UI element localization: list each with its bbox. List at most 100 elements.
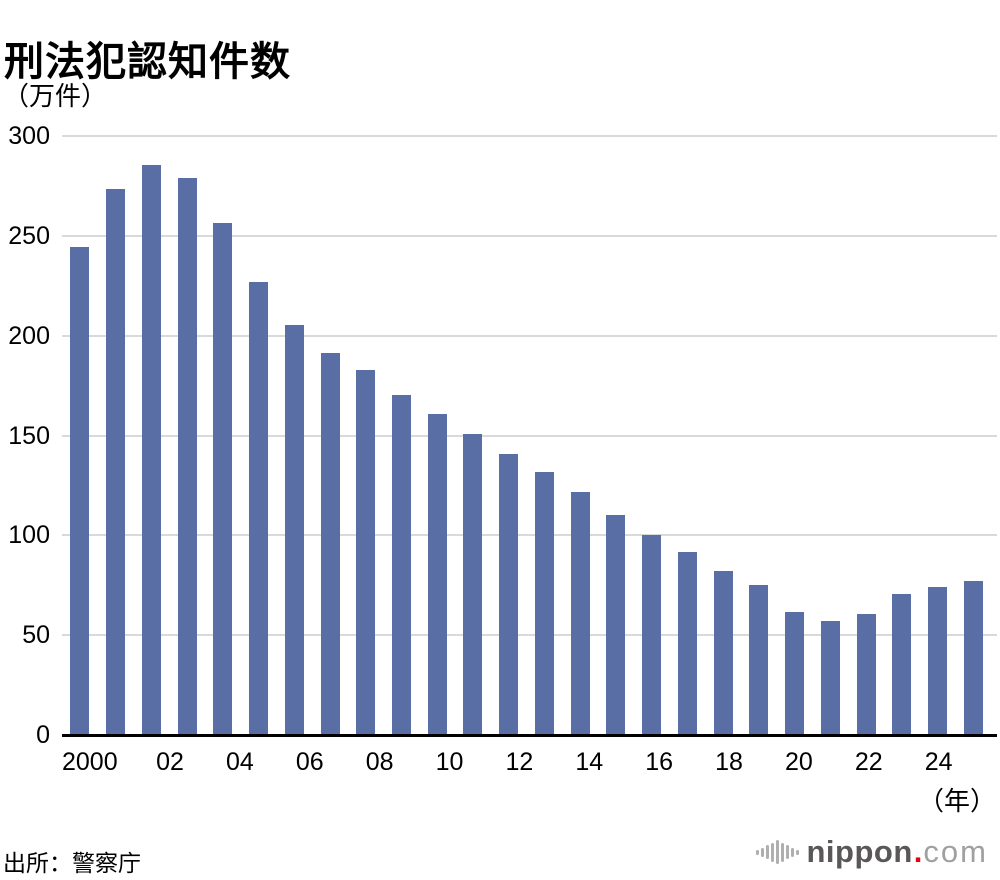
gridline-50 (62, 634, 997, 637)
bar-2012 (499, 454, 519, 734)
bar-2017 (677, 551, 697, 734)
bar-slot-2018 (705, 136, 741, 734)
bar-2003 (177, 177, 197, 734)
x-tick-empty (188, 748, 223, 776)
x-tick-empty (118, 748, 153, 776)
bar-2013 (534, 472, 554, 734)
gridline-200 (62, 334, 997, 337)
x-tick-label-2004: 04 (226, 748, 254, 776)
bar-2001 (106, 188, 126, 734)
x-tick-label-2002: 02 (156, 748, 184, 776)
gridline-150 (62, 434, 997, 437)
bar-2010 (427, 414, 447, 734)
y-tick-label-300: 300 (8, 122, 50, 150)
gridline-250 (62, 234, 997, 237)
x-tick-empty (886, 748, 921, 776)
bar-series (62, 136, 991, 734)
bar-slot-2004 (205, 136, 241, 734)
bar-slot-2002 (133, 136, 169, 734)
bar-slot-2001 (98, 136, 134, 734)
bar-slot-2005 (241, 136, 277, 734)
y-axis-unit-label: （万件） (3, 81, 108, 111)
x-tick-label-2014: 14 (575, 748, 604, 776)
bar-slot-2000 (62, 136, 98, 734)
x-tick-label-2020: 20 (785, 748, 813, 776)
sound-wave-icon (755, 839, 799, 865)
bar-2002 (141, 165, 161, 734)
bar-slot-2012 (491, 136, 527, 734)
x-tick-label-2006: 06 (295, 748, 324, 776)
x-axis-line (62, 734, 997, 737)
y-tick-label-250: 250 (8, 221, 50, 250)
bar-2009 (391, 394, 411, 734)
bar-2000 (70, 246, 90, 734)
x-tick-empty (747, 748, 782, 776)
bar-slot-2024 (920, 136, 956, 734)
bar-slot-2009 (384, 136, 420, 734)
bar-slot-2014 (562, 136, 598, 734)
bar-2015 (606, 514, 626, 734)
x-axis-tick-labels: 2000 02 04 06 08 10 12 14 16 18 20 22 24 (62, 748, 991, 776)
logo-red-dot: . (913, 834, 923, 869)
bar-2022 (856, 614, 876, 734)
bar-2025 (963, 580, 983, 734)
bar-slot-2021 (812, 136, 848, 734)
bar-slot-2010 (419, 136, 455, 734)
bar-2016 (642, 535, 662, 734)
bar-slot-2016 (634, 136, 670, 734)
y-tick-label-50: 50 (22, 621, 50, 650)
bar-slot-2011 (455, 136, 491, 734)
x-tick-label-2000: 2000 (62, 748, 118, 776)
bar-slot-2023 (884, 136, 920, 734)
bar-2007 (320, 353, 340, 734)
x-axis-unit-label: （年） (917, 786, 996, 816)
bar-2021 (820, 620, 840, 734)
nippon-com-logo[interactable]: nippon . com (755, 834, 989, 870)
bar-2014 (570, 492, 590, 734)
bar-slot-2022 (848, 136, 884, 734)
bar-2006 (284, 325, 304, 734)
bar-slot-2015 (598, 136, 634, 734)
gridline-300 (62, 135, 997, 137)
y-tick-label-0: 0 (36, 721, 50, 749)
x-tick-label-2008: 08 (365, 748, 394, 776)
bar-2019 (749, 584, 769, 734)
bar-slot-2006 (276, 136, 312, 734)
x-tick-label-2010: 10 (435, 748, 464, 776)
x-tick-empty (257, 748, 292, 776)
bar-slot-2020 (777, 136, 813, 734)
x-tick-empty (816, 748, 851, 776)
x-tick-empty (956, 748, 991, 776)
bar-2024 (927, 587, 947, 734)
bar-slot-2013 (527, 136, 563, 734)
bar-2020 (785, 611, 805, 734)
bar-2011 (463, 434, 483, 734)
bar-2005 (249, 281, 269, 734)
bar-2023 (892, 593, 912, 734)
bar-2018 (713, 571, 733, 734)
bar-slot-2025 (955, 136, 991, 734)
bar-slot-2003 (169, 136, 205, 734)
y-tick-label-200: 200 (8, 321, 50, 350)
y-tick-label-150: 150 (8, 421, 50, 450)
x-tick-label-2018: 18 (715, 748, 743, 776)
gridline-100 (62, 534, 997, 537)
logo-text-com: com (923, 834, 988, 869)
x-tick-empty (677, 748, 712, 776)
x-tick-empty (467, 748, 502, 776)
x-tick-label-2016: 16 (645, 748, 674, 776)
logo-wordmark: nippon . com (807, 834, 989, 870)
x-tick-empty (397, 748, 432, 776)
chart-title: 刑法犯認知件数 (4, 39, 291, 84)
x-tick-label-2022: 22 (854, 748, 883, 776)
bar-2004 (213, 223, 233, 734)
x-tick-label-2012: 12 (505, 748, 534, 776)
x-tick-label-2024: 24 (924, 748, 953, 776)
x-tick-empty (537, 748, 572, 776)
bar-2008 (356, 369, 376, 734)
logo-text-nippon: nippon (806, 834, 913, 869)
bar-slot-2017 (669, 136, 705, 734)
x-tick-empty (327, 748, 362, 776)
bar-slot-2007 (312, 136, 348, 734)
